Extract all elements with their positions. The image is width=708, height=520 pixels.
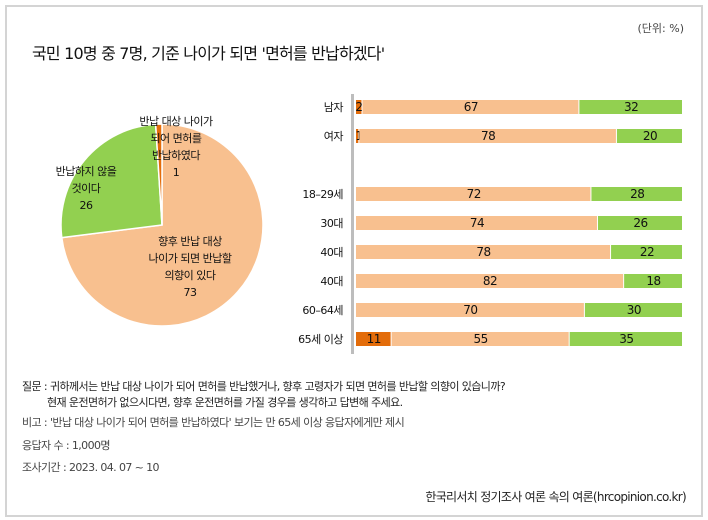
bar-value-label: 18 bbox=[646, 274, 660, 288]
pie-value: 1 bbox=[173, 166, 180, 179]
question-line-2: 현재 운전면허가 없으시다면, 향후 운전면허를 가질 경우를 생각하고 답변해… bbox=[47, 396, 403, 409]
bar-value-label: 22 bbox=[640, 245, 654, 259]
bar-category-label: 남자 bbox=[324, 101, 344, 114]
bar-value-label: 2 bbox=[355, 100, 362, 114]
bar-segment bbox=[356, 100, 362, 114]
bar-segment bbox=[584, 303, 682, 317]
bar-segment bbox=[616, 129, 682, 143]
respondents: 응답자 수 : 1,000명 bbox=[22, 439, 110, 452]
bar-segment bbox=[356, 187, 591, 201]
bar-segment bbox=[356, 216, 597, 230]
bar-category-label: 40대 bbox=[320, 275, 343, 288]
bar-segment bbox=[624, 274, 682, 288]
bar-segment bbox=[597, 216, 682, 230]
bar-segment bbox=[356, 129, 359, 143]
bar-segment bbox=[569, 332, 682, 346]
pie-label: 향후 반납 대상 bbox=[158, 235, 222, 248]
bar-value-label: 20 bbox=[643, 129, 657, 143]
bar-value-label: 70 bbox=[463, 303, 477, 317]
bar-value-label: 30 bbox=[627, 303, 641, 317]
bar-axis bbox=[351, 94, 354, 354]
pie-label: 것이다 bbox=[72, 182, 101, 195]
bar-segment bbox=[579, 100, 682, 114]
bar-segment bbox=[391, 332, 569, 346]
survey-period: 조사기간 : 2023. 04. 07 ~ 10 bbox=[22, 461, 160, 474]
bar-value-label: 28 bbox=[630, 187, 644, 201]
bar-value-label: 35 bbox=[619, 332, 633, 346]
pie-value: 26 bbox=[80, 199, 93, 212]
bar-value-label: 82 bbox=[483, 274, 497, 288]
pie-label: 나이가 되면 반납할 bbox=[149, 252, 232, 265]
pie-label: 반납하였다 bbox=[152, 148, 200, 162]
bar-value-label: 1 bbox=[355, 129, 362, 143]
pie-label: 되어 면허를 bbox=[150, 132, 201, 145]
pie-label: 반납 대상 나이가 bbox=[139, 115, 213, 128]
bar-value-label: 11 bbox=[367, 332, 381, 346]
bar-segment bbox=[356, 245, 611, 259]
bar-category-label: 30대 bbox=[320, 217, 343, 230]
bar-segment bbox=[356, 274, 624, 288]
bar-category-label: 60–64세 bbox=[302, 304, 343, 317]
bar-value-label: 78 bbox=[481, 129, 495, 143]
remark: 비고 : '반납 대상 나이가 되어 면허를 반납하였다' 보기는 만 65세 … bbox=[22, 416, 405, 429]
bar-value-label: 67 bbox=[464, 100, 478, 114]
bar-segment bbox=[359, 129, 616, 143]
bar-value-label: 32 bbox=[624, 100, 638, 114]
bar-segment bbox=[611, 245, 682, 259]
pie-value: 73 bbox=[184, 286, 197, 299]
bar-segment bbox=[362, 100, 579, 114]
pie-label: 반납하지 않을 bbox=[56, 164, 117, 178]
bar-segment bbox=[356, 303, 584, 317]
bar-value-label: 78 bbox=[476, 245, 490, 259]
bar-value-label: 72 bbox=[467, 187, 481, 201]
bar-segment bbox=[591, 187, 682, 201]
chart-title: 국민 10명 중 7명, 기준 나이가 되면 '면허를 반납하겠다' bbox=[32, 44, 385, 63]
bar-value-label: 26 bbox=[633, 216, 647, 230]
pie-label: 의향이 있다 bbox=[164, 269, 215, 282]
pie-slice bbox=[154, 123, 163, 226]
bar-value-label: 74 bbox=[470, 216, 484, 230]
question-line-1: 질문 : 귀하께서는 반납 대상 나이가 되어 면허를 반납했거나, 향후 고령… bbox=[22, 380, 506, 393]
bar-category-label: 40대 bbox=[320, 246, 343, 259]
bar-category-label: 65세 이상 bbox=[298, 333, 343, 346]
source: 한국리서치 정기조사 여론 속의 여론(hrcopinion.co.kr) bbox=[425, 490, 686, 504]
bar-value-label: 55 bbox=[474, 332, 488, 346]
pie-slice bbox=[60, 123, 163, 239]
unit-label: (단위: %) bbox=[637, 22, 684, 35]
bar-category-label: 여자 bbox=[324, 130, 344, 143]
bar-category-label: 18–29세 bbox=[302, 188, 343, 201]
bar-segment bbox=[356, 332, 391, 346]
